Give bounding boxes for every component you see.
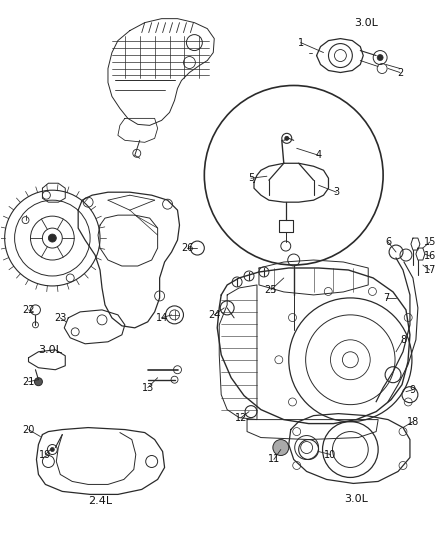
Text: 15: 15 [424, 237, 436, 247]
Text: 23: 23 [54, 313, 67, 323]
Circle shape [285, 136, 289, 140]
Text: 1: 1 [297, 38, 304, 47]
Text: 20: 20 [22, 425, 35, 434]
Text: 26: 26 [181, 243, 194, 253]
Circle shape [48, 234, 57, 242]
Text: 14: 14 [155, 313, 168, 323]
Text: 16: 16 [424, 251, 436, 261]
Text: 17: 17 [424, 265, 436, 275]
Text: 10: 10 [325, 449, 336, 459]
Text: 18: 18 [407, 417, 419, 426]
Text: 12: 12 [235, 413, 247, 423]
Text: 19: 19 [39, 449, 52, 459]
Text: 2.4L: 2.4L [88, 496, 112, 506]
Text: 3.0L: 3.0L [354, 18, 378, 28]
Text: 3: 3 [333, 187, 339, 197]
Text: 22: 22 [22, 305, 35, 315]
Text: 21: 21 [22, 377, 35, 387]
Circle shape [377, 54, 383, 61]
Text: 8: 8 [400, 335, 406, 345]
Text: 4: 4 [315, 150, 321, 160]
Text: 13: 13 [141, 383, 154, 393]
Text: 7: 7 [383, 293, 389, 303]
Circle shape [50, 448, 54, 451]
Text: 6: 6 [385, 237, 391, 247]
Circle shape [273, 440, 289, 456]
Text: 24: 24 [208, 310, 220, 320]
Text: 5: 5 [248, 173, 254, 183]
Text: 3.0L: 3.0L [344, 495, 368, 504]
Text: 11: 11 [268, 455, 280, 464]
Circle shape [35, 378, 42, 386]
Text: 2: 2 [397, 68, 403, 77]
Text: 9: 9 [410, 385, 416, 394]
Text: 25: 25 [265, 285, 277, 295]
Text: 3.0L: 3.0L [39, 345, 62, 355]
